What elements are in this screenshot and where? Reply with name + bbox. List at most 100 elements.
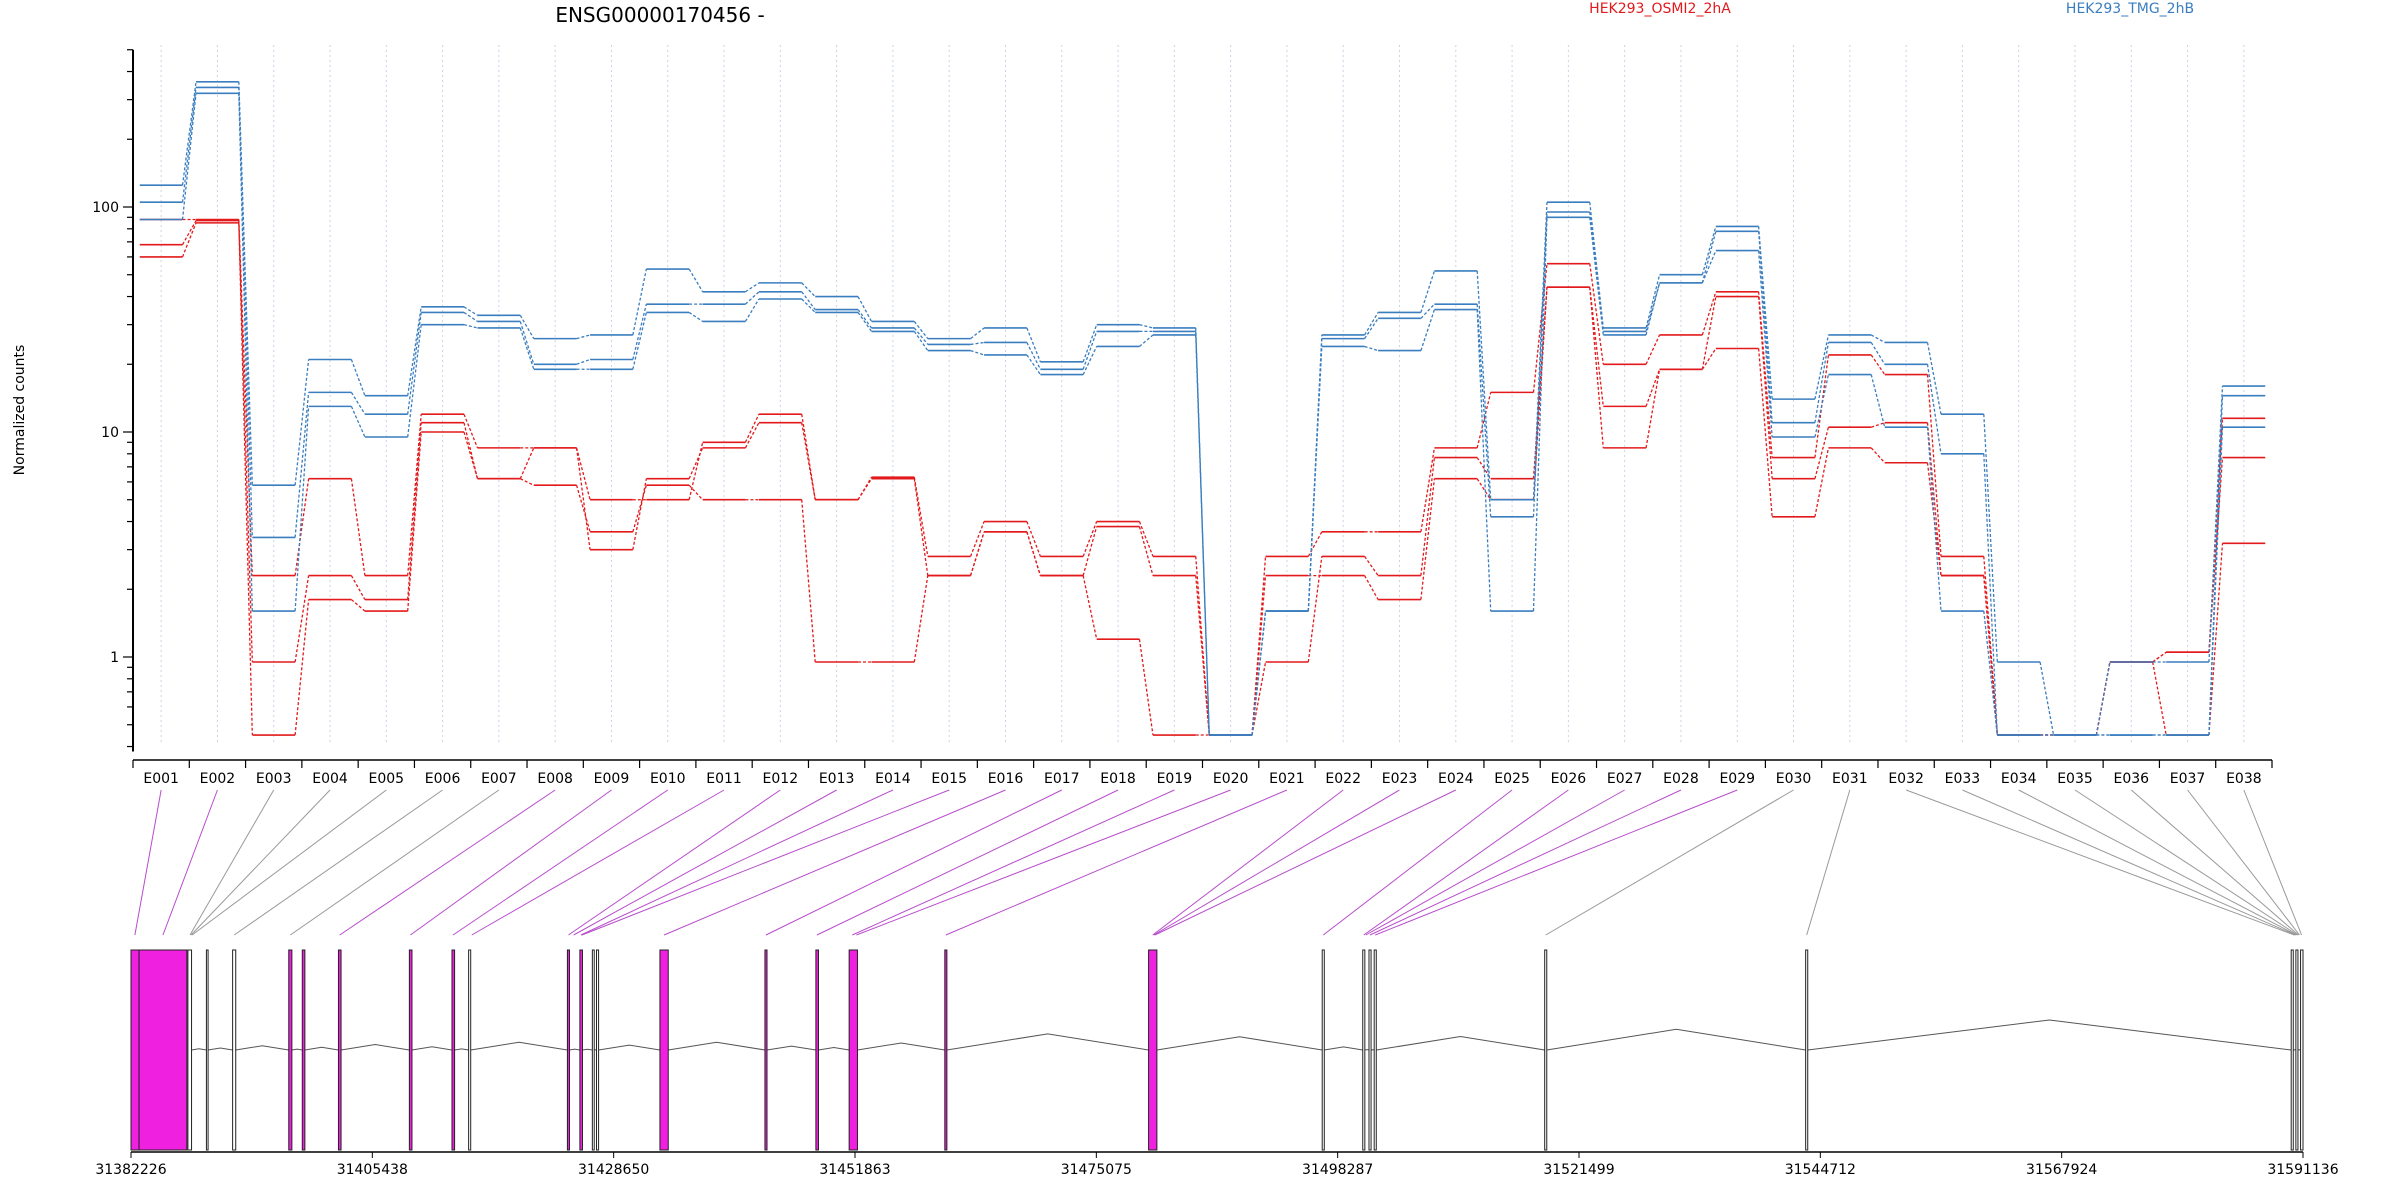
intron-line: [305, 1047, 339, 1050]
exon-count-transition: [1365, 556, 1379, 575]
exon-count-transition: [408, 325, 422, 437]
exon-connector: [192, 790, 386, 935]
exon-connector: [1366, 790, 1625, 935]
exon-tick-label: E017: [1044, 771, 1080, 787]
exon-connector: [946, 790, 1287, 935]
exon-block: [592, 950, 594, 1150]
exon-count-transition: [351, 392, 365, 414]
exon-count-transition: [1027, 532, 1041, 576]
exon-block: [660, 950, 668, 1150]
exon-tick-label: E038: [2226, 771, 2262, 787]
exon-block: [1322, 950, 1324, 1150]
exon-tick-label: E016: [988, 771, 1024, 787]
exon-count-transition: [1533, 217, 1547, 611]
intron-line: [767, 1046, 816, 1050]
exon-tick-label: E033: [1945, 771, 1981, 787]
exon-block: [139, 950, 187, 1150]
exon-connector: [1906, 790, 2294, 935]
exon-connector: [1154, 790, 1400, 935]
exon-connector: [1364, 790, 1569, 935]
exon-count-transition: [1421, 479, 1435, 600]
exon-count-transition: [1590, 287, 1604, 448]
exon-count-transition: [1646, 369, 1660, 406]
exon-block: [567, 950, 569, 1150]
exon-count-transition: [1759, 251, 1773, 437]
exon-count-transition: [408, 414, 422, 575]
exon-block: [945, 950, 947, 1150]
exon-count-transition: [1308, 532, 1322, 557]
exon-tick-label: E019: [1157, 771, 1193, 787]
exon-count-transition: [520, 448, 534, 479]
exon-count-transition: [464, 414, 478, 448]
exon-block: [597, 950, 599, 1150]
exon-count-transition: [971, 328, 985, 339]
intron-line: [236, 1046, 289, 1050]
exon-count-transition: [2040, 662, 2054, 735]
coordinate-tick-label: 31451863: [819, 1162, 890, 1178]
exon-count-transition: [1702, 292, 1716, 335]
exon-connector: [2019, 790, 2297, 935]
exon-tick-label: E036: [2113, 771, 2149, 787]
exon-count-transition: [577, 360, 591, 365]
exon-count-transition: [351, 360, 365, 396]
exon-count-transition: [971, 351, 985, 355]
exon-tick-label: E004: [312, 771, 348, 787]
exon-tick-label: E003: [256, 771, 292, 787]
exon-connector: [2131, 790, 2298, 935]
exon-count-transition: [183, 82, 197, 185]
exon-count-transition: [971, 522, 985, 557]
exon-connector: [581, 790, 893, 935]
exon-count-transition: [577, 335, 591, 339]
exon-count-transition: [1083, 346, 1097, 374]
exon-block: [233, 950, 236, 1150]
exon-connector: [574, 790, 837, 935]
exon-count-transition: [1928, 427, 1942, 611]
exon-tick-label: E014: [875, 771, 911, 787]
exon-tick-label: E020: [1213, 771, 1249, 787]
exon-connector: [664, 790, 1005, 935]
exon-block: [409, 950, 412, 1150]
exon-count-transition: [408, 432, 422, 611]
exon-count-transition: [239, 93, 253, 611]
intron-line: [208, 1048, 233, 1050]
exon-count-transition: [1252, 576, 1266, 735]
intron-line: [1376, 1037, 1544, 1050]
exon-count-transition: [1815, 375, 1829, 437]
exon-tick-label: E009: [594, 771, 630, 787]
exon-tick-label: E031: [1832, 771, 1868, 787]
intron-line: [668, 1042, 765, 1050]
intron-line: [1324, 1047, 1362, 1050]
coordinate-tick-label: 31567924: [2026, 1162, 2097, 1178]
exon-connector: [410, 790, 611, 935]
exon-tick-label: E021: [1269, 771, 1305, 787]
exon-count-transition: [1365, 576, 1379, 600]
exon-count-transition: [1365, 346, 1379, 350]
exon-count-transition: [633, 269, 647, 335]
intron-line: [569, 1049, 579, 1050]
exon-block: [2301, 950, 2303, 1150]
exon-count-transition: [689, 442, 703, 499]
exon-count-transition: [295, 479, 309, 576]
exon-count-transition: [464, 423, 478, 479]
intron-line: [1547, 1029, 1806, 1050]
exon-count-transition: [1421, 310, 1435, 351]
exon-tick-label: E032: [1888, 771, 1924, 787]
exon-connector: [2188, 790, 2300, 935]
exon-count-transition: [1871, 335, 1885, 343]
exon-count-transition: [2209, 386, 2223, 662]
exon-count-transition: [464, 325, 478, 328]
exon-count-transition: [520, 479, 534, 486]
exon-connector: [1962, 790, 2295, 935]
exon-tick-label: E023: [1382, 771, 1418, 787]
exon-connectors: [135, 790, 2302, 935]
exon-block: [2291, 950, 2293, 1150]
exon-count-transition: [1196, 556, 1210, 735]
exon-tick-label: E027: [1607, 771, 1643, 787]
exon-count-transition: [802, 423, 816, 500]
exon-connector: [1375, 790, 1737, 935]
exon-block: [289, 950, 292, 1150]
exon-count-transition: [1139, 335, 1153, 347]
exon-count-transition: [1984, 454, 1998, 735]
exon-count-transition: [1083, 325, 1097, 362]
